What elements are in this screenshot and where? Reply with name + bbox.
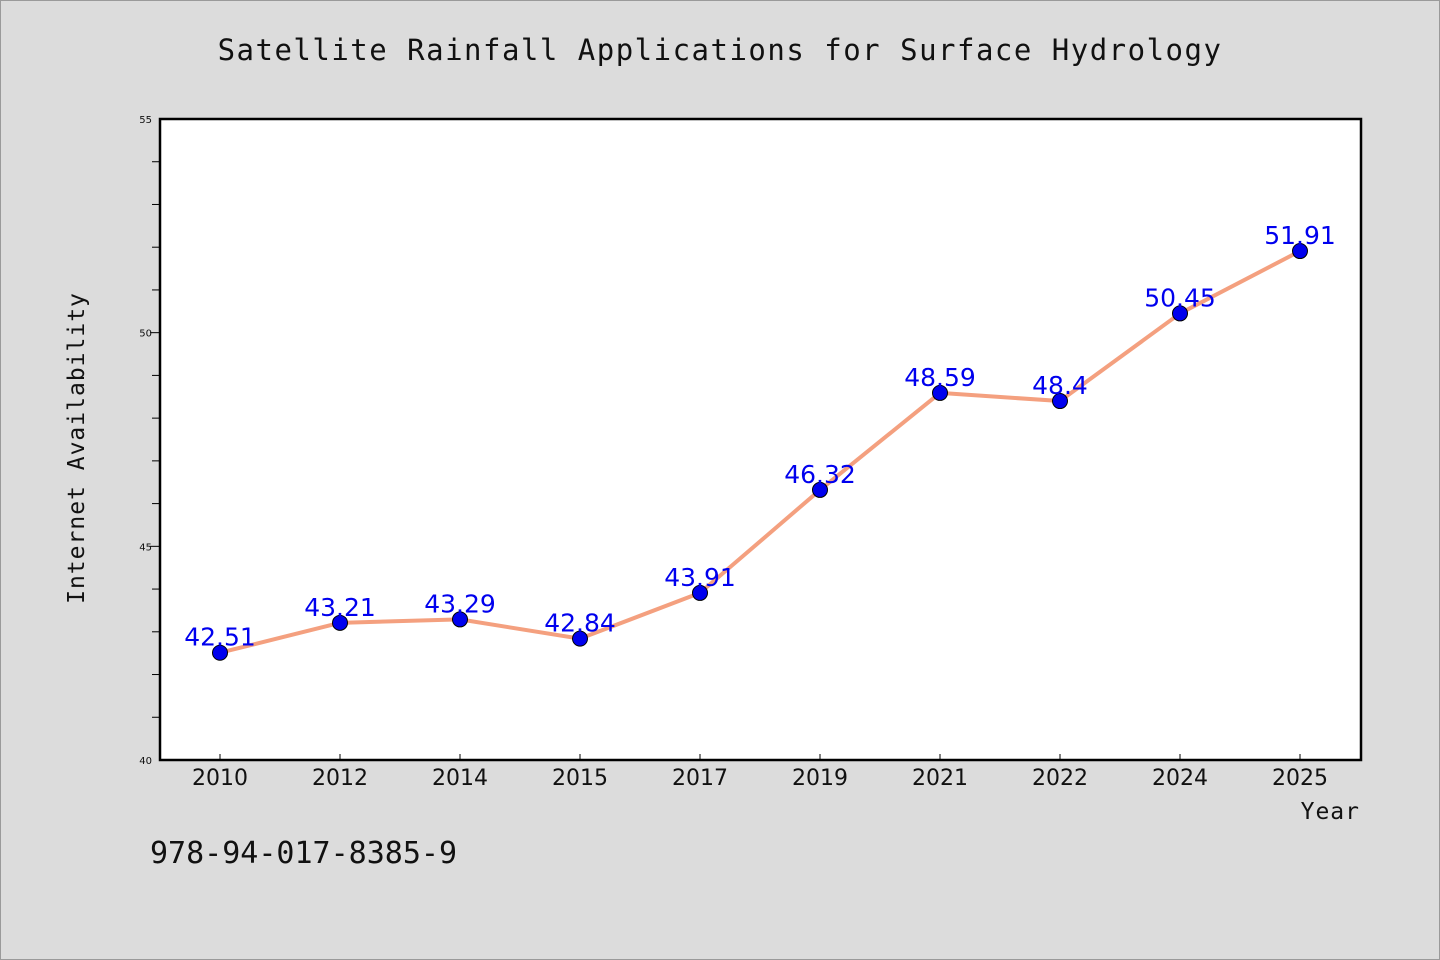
data-point [692, 584, 708, 601]
data-label: 43.29 [424, 589, 496, 618]
y-tick-label: 40 [139, 756, 152, 767]
data-point [1172, 305, 1188, 322]
data-label: 48.59 [904, 363, 976, 392]
y-axis-title: Internet Availability [64, 292, 90, 604]
data-label: 42.51 [184, 623, 256, 652]
data-label: 42.84 [544, 609, 616, 638]
data-point [812, 481, 828, 498]
x-axis-title: Year [1301, 799, 1360, 825]
isbn-text: 978-94-017-8385-9 [150, 836, 458, 871]
x-tick-label: 2015 [552, 766, 608, 791]
data-point [1292, 243, 1308, 260]
y-axis: 40 45 50 55 [139, 115, 160, 767]
y-tick-label: 45 [139, 542, 152, 553]
x-tick-label: 2019 [792, 766, 848, 791]
y-tick-label: 55 [139, 115, 152, 126]
plot-area [158, 117, 1363, 762]
data-label: 43.91 [664, 563, 736, 592]
x-tick-label: 2017 [672, 766, 728, 791]
x-tick-label: 2014 [432, 766, 488, 791]
x-axis: 2010 2012 2014 2015 2017 2019 2021 2022 2024 2025 [192, 754, 1328, 791]
x-tick-label: 2021 [912, 766, 968, 791]
data-point [452, 611, 468, 628]
data-labels: 42.51 43.21 43.29 42.84 43.91 46.32 48.59 48.4 5… [184, 221, 1336, 652]
x-tick-label: 2022 [1032, 766, 1088, 791]
y-tick-label: 50 [139, 329, 152, 340]
series-group [212, 243, 1308, 661]
data-point [1052, 393, 1068, 410]
data-label: 43.21 [304, 593, 376, 622]
series-line [218, 249, 1302, 655]
data-label: 50.45 [1144, 283, 1216, 312]
data-point [212, 644, 228, 661]
data-point [572, 630, 588, 647]
data-point [332, 614, 348, 631]
x-tick-label: 2025 [1272, 766, 1328, 791]
data-label: 46.32 [784, 460, 856, 489]
data-label: 51.91 [1264, 221, 1336, 250]
data-point [932, 384, 948, 401]
data-label: 48.4 [1032, 371, 1088, 400]
x-tick-label: 2024 [1152, 766, 1208, 791]
chart-title: Satellite Rainfall Applications for Surf… [217, 33, 1223, 67]
x-tick-label: 2012 [312, 766, 368, 791]
x-tick-label: 2010 [192, 766, 248, 791]
